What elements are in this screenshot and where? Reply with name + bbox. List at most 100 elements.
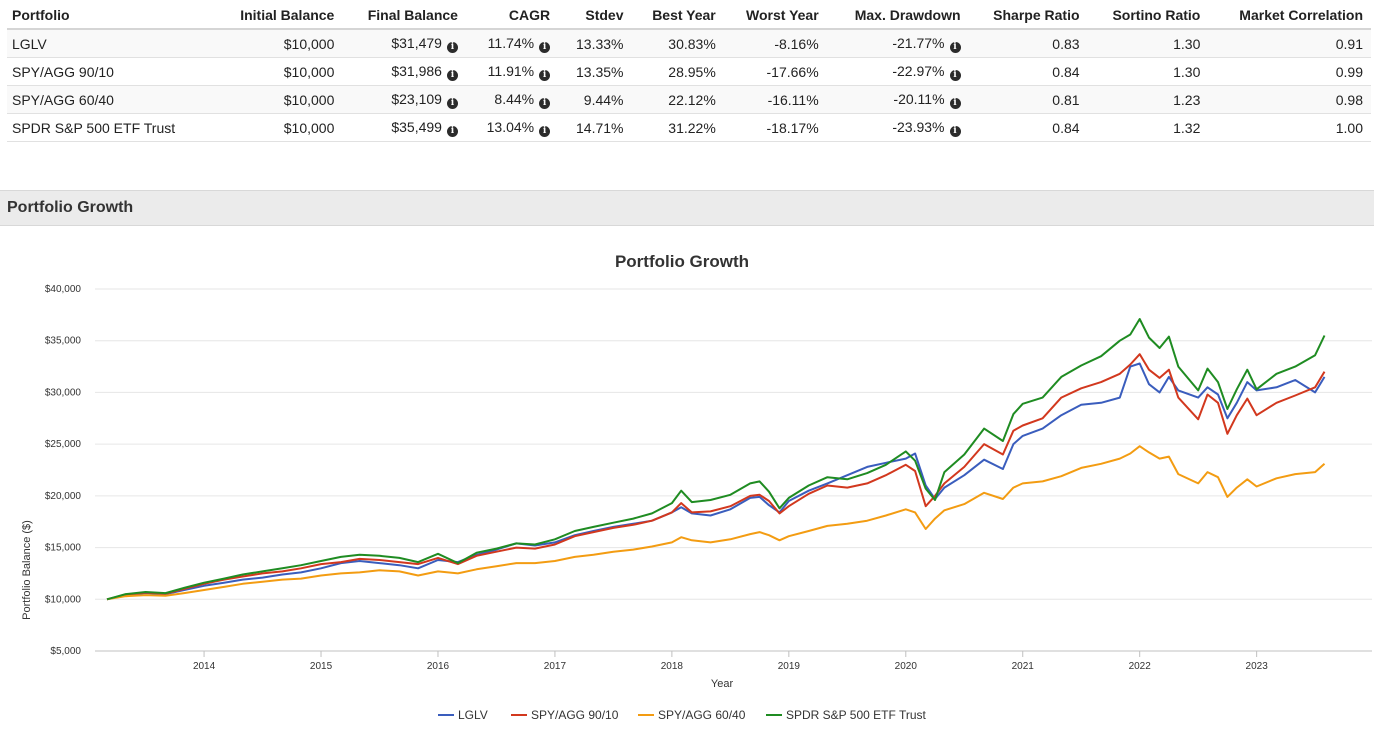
cell-value: SPDR S&P 500 ETF Trust xyxy=(12,119,176,136)
info-icon[interactable]: i xyxy=(539,41,551,53)
cell-drawdown: -21.77% i xyxy=(828,29,971,58)
y-tick-label: $40,000 xyxy=(45,284,82,295)
x-tick-label: 2020 xyxy=(895,661,918,672)
cell-sharpe: 0.84 xyxy=(970,113,1090,142)
cell-value: $10,000 xyxy=(283,119,335,136)
column-header[interactable]: Best Year xyxy=(633,2,726,30)
cell-value: 0.83 xyxy=(1052,35,1080,52)
column-header[interactable]: Market Correlation xyxy=(1210,2,1371,30)
cell-cagr: 13.04% i xyxy=(467,113,561,142)
y-tick-label: $5,000 xyxy=(50,646,81,657)
cell-best: 31.22% xyxy=(633,113,726,142)
cell-worst: -16.11% xyxy=(725,85,829,114)
cell-final: $35,499 i xyxy=(344,113,468,142)
section-title: Portfolio Growth xyxy=(7,199,134,216)
cell-value: 11.74% xyxy=(487,34,535,51)
cell-stdev: 9.44% xyxy=(560,85,634,114)
column-header[interactable]: CAGR xyxy=(467,2,561,30)
cell-value: 13.33% xyxy=(576,35,624,52)
x-tick-label: 2022 xyxy=(1129,661,1152,672)
cell-initial: $10,000 xyxy=(216,113,345,142)
y-tick-label: $30,000 xyxy=(45,387,82,398)
cell-value: -22.97% xyxy=(892,62,945,79)
x-tick-label: 2023 xyxy=(1246,661,1269,672)
cell-value: -17.66% xyxy=(766,63,819,80)
cell-worst: -18.17% xyxy=(725,113,829,142)
info-icon[interactable]: i xyxy=(446,125,458,137)
cell-value: 11.91% xyxy=(487,62,535,79)
stats-header-row: Portfolio Initial Balance Final Balance CAG… xyxy=(7,2,1371,30)
legend-item[interactable]: LGLV xyxy=(438,708,488,722)
column-header[interactable]: Sortino Ratio xyxy=(1089,2,1211,30)
cell-value: $31,986 xyxy=(391,62,442,79)
series-lines xyxy=(106,318,1326,601)
info-icon[interactable]: i xyxy=(446,69,458,81)
axes: $5,000 $10,000 $15,000 $20,000 $25,000 $30,00… xyxy=(45,284,1372,672)
series-line-0[interactable] xyxy=(106,362,1326,601)
cell-portfolio: LGLV xyxy=(7,29,217,58)
series-line-3[interactable] xyxy=(106,318,1326,601)
cell-sortino: 1.30 xyxy=(1089,57,1211,86)
cell-cagr: 11.74% i xyxy=(467,29,561,58)
legend-item[interactable]: SPY/AGG 60/40 xyxy=(638,708,746,722)
cell-sortino: 1.23 xyxy=(1089,85,1211,114)
legend[interactable]: LGLV SPY/AGG 90/10 SPY/AGG 60/40 SPDR S&P 5… xyxy=(438,708,926,722)
cell-value: 1.30 xyxy=(1173,35,1201,52)
cell-stdev: 13.33% xyxy=(560,29,634,58)
column-header[interactable]: Portfolio xyxy=(7,2,217,30)
cell-value: -8.16% xyxy=(774,35,819,52)
cell-value: 0.99 xyxy=(1335,63,1363,80)
portfolio-growth-chart: $5,000 $10,000 $15,000 $20,000 $25,000 $30,00… xyxy=(21,252,1372,722)
cell-portfolio: SPY/AGG 60/40 xyxy=(7,85,217,114)
column-header[interactable]: Sharpe Ratio xyxy=(970,2,1090,30)
cell-value: -16.11% xyxy=(767,91,819,108)
table-row: SPY/AGG 90/10 $10,000 $31,986 i 11.91% i 13.35… xyxy=(7,57,1371,86)
cell-best: 30.83% xyxy=(633,29,726,58)
info-icon[interactable]: i xyxy=(539,69,551,81)
cell-value: 8.44% xyxy=(494,90,535,107)
grid-lines xyxy=(95,288,1372,652)
column-header[interactable]: Stdev xyxy=(560,2,634,30)
info-icon[interactable]: i xyxy=(949,97,961,109)
column-header[interactable]: Worst Year xyxy=(725,2,829,30)
column-header[interactable]: Final Balance xyxy=(344,2,468,30)
cell-drawdown: -23.93% i xyxy=(828,113,971,142)
column-header[interactable]: Max. Drawdown xyxy=(828,2,971,30)
legend-item[interactable]: SPY/AGG 90/10 xyxy=(511,708,619,722)
cell-value: $35,499 xyxy=(391,118,442,135)
x-tick-label: 2014 xyxy=(193,661,216,672)
cell-value: 1.32 xyxy=(1173,119,1201,136)
chart-title: Portfolio Growth xyxy=(615,252,749,271)
y-tick-label: $35,000 xyxy=(45,336,82,347)
cell-best: 22.12% xyxy=(633,85,726,114)
cell-value: 0.84 xyxy=(1052,119,1080,136)
cell-value: 13.04% xyxy=(486,118,535,135)
legend-label: SPY/AGG 90/10 xyxy=(531,708,619,722)
info-icon[interactable]: i xyxy=(539,97,551,109)
cell-correlation: 0.91 xyxy=(1210,29,1371,58)
cell-value: -18.17% xyxy=(766,119,819,136)
cell-value: $10,000 xyxy=(283,63,335,80)
series-line-2[interactable] xyxy=(106,445,1326,601)
cell-value: $31,479 xyxy=(391,34,442,51)
legend-item[interactable]: SPDR S&P 500 ETF Trust xyxy=(766,708,926,722)
cell-drawdown: -22.97% i xyxy=(828,57,971,86)
series-line-1[interactable] xyxy=(106,353,1326,601)
legend-label: SPY/AGG 60/40 xyxy=(658,708,746,722)
info-icon[interactable]: i xyxy=(949,41,961,53)
stats-body: LGLV $10,000 $31,479 i 11.74% i 13.33% 30.83% -8… xyxy=(7,29,1371,142)
info-icon[interactable]: i xyxy=(949,125,961,137)
x-tick-label: 2021 xyxy=(1012,661,1035,672)
cell-sortino: 1.32 xyxy=(1089,113,1211,142)
cell-correlation: 0.98 xyxy=(1210,85,1371,114)
cell-final: $31,479 i xyxy=(344,29,468,58)
info-icon[interactable]: i xyxy=(446,97,458,109)
info-icon[interactable]: i xyxy=(446,41,458,53)
info-icon[interactable]: i xyxy=(949,69,961,81)
cell-value: -21.77% xyxy=(892,34,945,51)
info-icon[interactable]: i xyxy=(539,125,551,137)
column-header[interactable]: Initial Balance xyxy=(216,2,345,30)
cell-correlation: 0.99 xyxy=(1210,57,1371,86)
cell-portfolio: SPY/AGG 90/10 xyxy=(7,57,217,86)
cell-drawdown: -20.11% i xyxy=(828,85,971,114)
